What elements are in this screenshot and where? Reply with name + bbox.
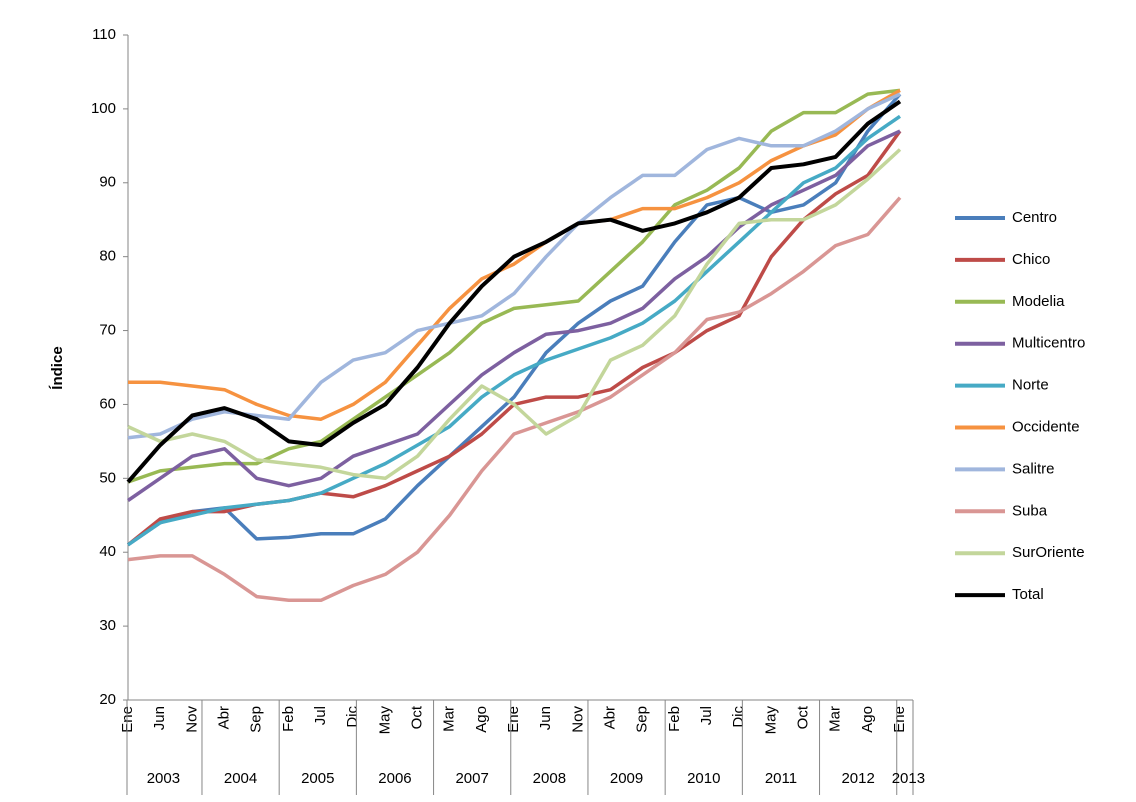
x-tick-label: Jul — [312, 706, 329, 725]
series-line — [126, 130, 902, 547]
year-label: 2013 — [892, 770, 925, 787]
x-tick-label: Ene — [505, 706, 522, 733]
x-tick-label: May — [376, 706, 393, 735]
x-tick-label: Sep — [634, 706, 651, 733]
x-tick-label: Mar — [827, 706, 844, 732]
year-label: 2005 — [301, 770, 334, 787]
x-tick-label: Jul — [698, 706, 715, 725]
x-tick-label: Sep — [248, 706, 265, 733]
x-tick-label: Dic — [344, 706, 361, 728]
year-label: 2011 — [765, 770, 797, 787]
x-tick-label: Mar — [441, 706, 458, 732]
year-label: 2004 — [224, 770, 257, 787]
legend-label: Occidente — [1012, 418, 1080, 435]
x-tick-label: Ago — [473, 706, 490, 733]
series-line — [128, 88, 901, 421]
y-tick-label: 40 — [99, 543, 116, 560]
series-line — [127, 129, 901, 502]
series-line — [127, 114, 901, 547]
legend-label: SurOriente — [1012, 544, 1085, 561]
legend-label: Centro — [1012, 209, 1057, 226]
x-tick-label: Nov — [183, 706, 200, 733]
legend-label: Norte — [1012, 377, 1049, 394]
y-tick-label: 110 — [92, 26, 116, 43]
series-line — [127, 196, 902, 603]
year-label: 2003 — [147, 770, 180, 787]
series-line — [127, 92, 901, 440]
legend-label: Chico — [1012, 251, 1050, 268]
y-tick-label: 90 — [99, 174, 116, 191]
y-tick-label: 60 — [99, 395, 116, 412]
legend-label: Multicentro — [1012, 335, 1085, 352]
y-tick-label: 80 — [99, 248, 116, 265]
legend-label: Modelia — [1012, 293, 1065, 310]
y-tick-label: 100 — [91, 100, 116, 117]
year-label: 2009 — [610, 770, 643, 787]
x-tick-label: Jun — [151, 706, 168, 730]
series-line — [127, 88, 901, 484]
series-line — [127, 148, 902, 481]
x-tick-label: Feb — [280, 706, 297, 732]
year-label: 2008 — [533, 770, 566, 787]
year-label: 2012 — [841, 770, 874, 787]
y-tick-label: 20 — [99, 691, 116, 708]
x-tick-label: Oct — [408, 705, 425, 729]
y-tick-label: 70 — [99, 322, 116, 339]
x-tick-label: Ene — [891, 706, 908, 733]
y-axis-label: Índice — [49, 346, 66, 389]
legend-label: Total — [1012, 586, 1044, 603]
x-tick-label: Feb — [666, 706, 683, 732]
legend-label: Suba — [1012, 502, 1048, 519]
legend-label: Salitre — [1012, 460, 1055, 477]
y-tick-label: 30 — [99, 617, 116, 634]
x-tick-label: May — [762, 706, 779, 735]
x-tick-label: Oct — [794, 705, 811, 729]
year-label: 2007 — [455, 770, 488, 787]
x-tick-label: Nov — [569, 706, 586, 733]
x-tick-label: Dic — [730, 706, 747, 728]
x-tick-label: Abr — [215, 706, 232, 729]
y-tick-label: 50 — [99, 469, 116, 486]
series-line — [127, 92, 902, 547]
x-tick-label: Abr — [601, 706, 618, 729]
year-label: 2006 — [378, 770, 411, 787]
x-tick-label: Jun — [537, 706, 554, 730]
x-tick-label: Ago — [859, 706, 876, 733]
year-label: 2010 — [687, 770, 720, 787]
series-line — [126, 99, 902, 484]
